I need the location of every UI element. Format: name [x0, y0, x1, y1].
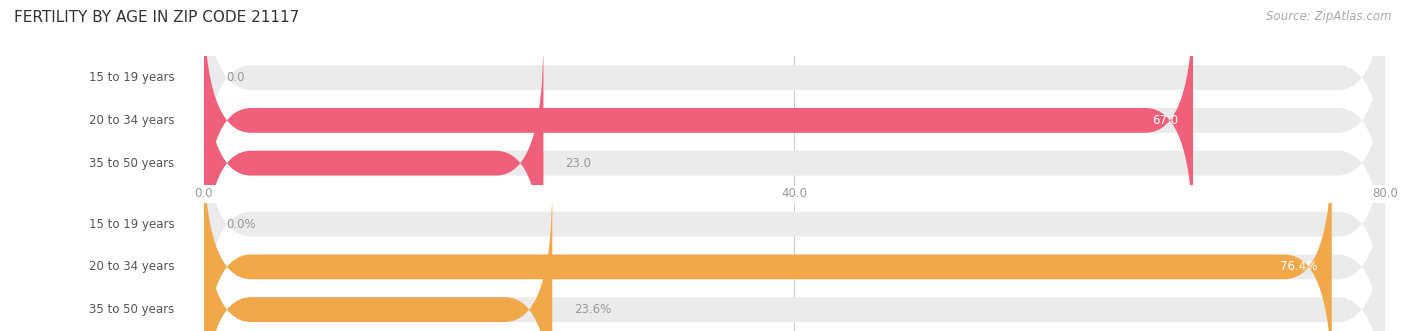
Text: 20 to 34 years: 20 to 34 years: [89, 260, 174, 273]
FancyBboxPatch shape: [204, 0, 1385, 202]
Text: 0.0%: 0.0%: [226, 217, 256, 231]
Text: 35 to 50 years: 35 to 50 years: [89, 157, 174, 170]
FancyBboxPatch shape: [204, 100, 1385, 331]
FancyBboxPatch shape: [204, 142, 1385, 331]
Text: 35 to 50 years: 35 to 50 years: [89, 303, 174, 316]
FancyBboxPatch shape: [204, 39, 544, 288]
Text: 76.4%: 76.4%: [1279, 260, 1317, 273]
Text: FERTILITY BY AGE IN ZIP CODE 21117: FERTILITY BY AGE IN ZIP CODE 21117: [14, 10, 299, 25]
FancyBboxPatch shape: [204, 0, 1194, 245]
FancyBboxPatch shape: [204, 142, 1331, 331]
Text: 23.6%: 23.6%: [575, 303, 612, 316]
Text: Source: ZipAtlas.com: Source: ZipAtlas.com: [1267, 10, 1392, 23]
Text: 15 to 19 years: 15 to 19 years: [89, 217, 174, 231]
FancyBboxPatch shape: [204, 185, 1385, 331]
Text: 23.0: 23.0: [565, 157, 592, 170]
Text: 67.0: 67.0: [1152, 114, 1178, 127]
FancyBboxPatch shape: [204, 0, 1385, 245]
Text: 15 to 19 years: 15 to 19 years: [89, 71, 174, 84]
Text: 20 to 34 years: 20 to 34 years: [89, 114, 174, 127]
FancyBboxPatch shape: [204, 185, 553, 331]
Text: 0.0: 0.0: [226, 71, 245, 84]
FancyBboxPatch shape: [204, 39, 1385, 288]
